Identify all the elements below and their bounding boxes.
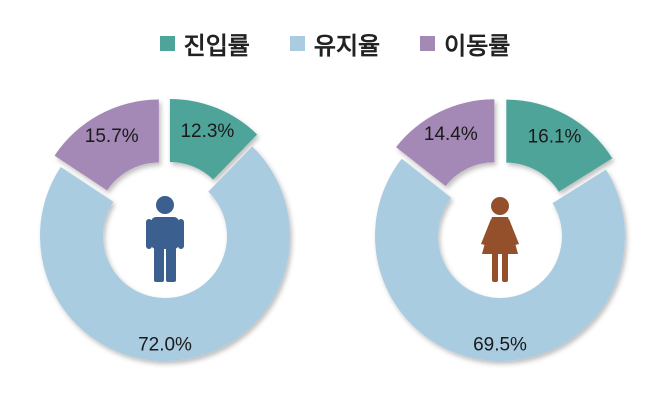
data-label-entry: 12.3% (180, 121, 234, 142)
slice-retain (39, 146, 291, 362)
donut-chart-male: 12.3% 72.0% 15.7% (39, 98, 291, 362)
legend-item-retain: 유지율 (289, 26, 381, 61)
data-label-retain: 69.5% (473, 335, 527, 356)
male-person-icon (146, 196, 184, 282)
legend-label-move: 이동률 (444, 32, 511, 60)
donut-chart-female: 16.1% 69.5% 14.4% (375, 99, 625, 361)
slice-entry (169, 98, 258, 180)
data-label-move: 15.7% (85, 126, 139, 147)
legend-swatch-move (420, 36, 436, 51)
legend-label-entry: 진입률 (183, 32, 250, 60)
chart-legend: 진입률 유지율 이동률 (0, 26, 670, 61)
slice-entry (506, 99, 613, 192)
legend-label-retain: 유지율 (313, 32, 381, 60)
legend-swatch-entry (159, 36, 175, 51)
data-label-move: 14.4% (424, 124, 478, 145)
data-label-retain: 72.0% (138, 335, 192, 356)
legend-item-move: 이동률 (420, 26, 510, 61)
slice-move (54, 99, 159, 191)
data-label-entry: 16.1% (528, 127, 582, 148)
slice-retain (375, 158, 625, 361)
slice-move (396, 99, 495, 187)
legend-swatch-retain (289, 36, 305, 51)
female-person-icon (481, 197, 519, 282)
legend-item-entry: 진입률 (159, 26, 250, 61)
